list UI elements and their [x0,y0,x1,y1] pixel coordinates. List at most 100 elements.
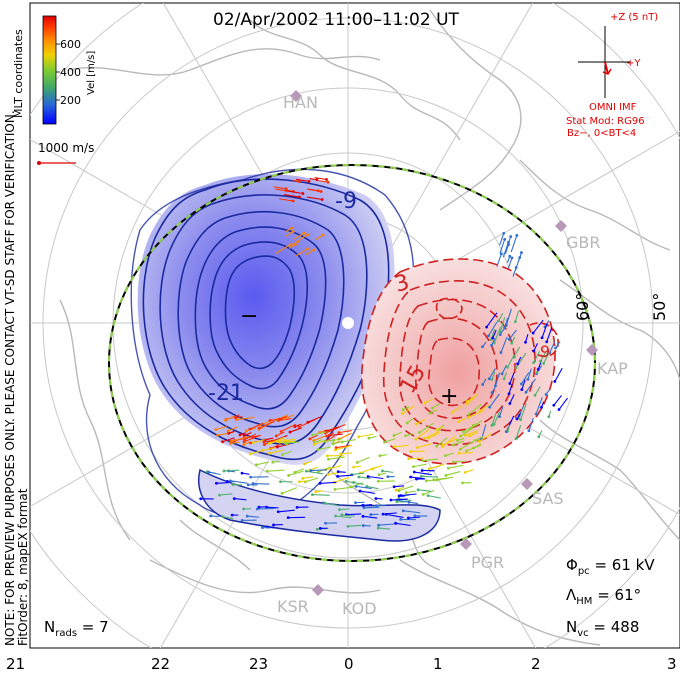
velocity-vector [466,394,478,402]
velocity-vector [468,403,482,415]
velocity-vector [314,440,324,445]
velocity-vector [231,436,249,442]
hm-boundary [108,164,596,562]
velocity-vector [509,394,515,404]
velocity-vector [429,463,445,470]
velocity-vector [342,439,356,443]
velocity-vector [334,486,352,490]
velocity-vector [222,516,234,520]
velocity-vector [501,364,507,375]
velocity-vector [499,323,508,335]
velocity-vector [341,514,355,517]
velocity-vector [508,383,513,394]
velocity-vector [325,426,340,432]
stat-n-vc: Nvc = 488 [566,618,639,639]
velocity-vector-origin [361,514,365,518]
velocity-vector [408,501,418,505]
velocity-vector [235,415,243,419]
radar-label-kod: KOD [342,599,377,618]
velocity-vector [491,412,497,426]
velocity-vector [378,527,391,530]
velocity-vector [346,513,362,516]
velocity-vector [309,434,318,440]
velocity-vector [306,196,323,201]
velocity-vector [460,440,474,450]
coordinate-system-label: MLT coordinates [12,29,25,118]
velocity-vector [294,468,305,473]
velocity-vector [395,486,405,491]
velocity-vector [492,329,497,339]
velocity-colorbar: 600 400 200 Vel [m/s] MLT coordinates [12,15,97,125]
velocity-vector [285,438,296,442]
reference-vector: 1000 m/s [37,141,94,165]
velocity-vector [329,433,343,436]
velocity-vector [338,471,346,473]
velocity-vector [517,356,522,365]
velocity-vector [479,433,492,442]
velocity-vector [442,438,458,446]
velocity-vector [494,372,501,386]
radar-site-han [290,90,302,102]
velocity-vector [313,435,327,442]
velocity-vector [294,423,302,428]
velocity-vector [428,432,440,439]
velocity-vector [292,179,300,183]
velocity-vector [279,415,288,420]
svg-text:−: − [240,304,258,329]
statistics-panel: Φpc = 61 kV ΛHM = 61° Nvc = 488 Nrads = … [44,556,655,639]
mlt-tick-2: 2 [531,655,541,673]
velocity-vector [285,227,293,233]
velocity-vector [299,480,308,483]
velocity-vector [362,515,378,519]
velocity-vector [514,310,520,322]
velocity-vector [466,397,475,405]
velocity-vector [417,443,432,449]
reference-vector-label: 1000 m/s [38,141,94,155]
velocity-vector [479,404,490,412]
velocity-vector [335,444,352,451]
velocity-vector [310,469,327,472]
stat-model: Stat Mod: RG96 [566,116,645,127]
velocity-vector [496,253,502,267]
velocity-vector [368,435,377,439]
velocity-vector [520,372,530,385]
velocity-vector [243,432,252,437]
velocity-vector [285,441,300,444]
velocity-vector [491,386,496,393]
velocity-vector [267,469,285,472]
velocity-vector [278,509,295,513]
velocity-vector [333,438,343,441]
velocity-vector [325,464,342,471]
velocity-vector [465,469,474,473]
velocity-vector [347,524,362,527]
velocity-vector [442,435,456,448]
velocity-vector [463,423,479,432]
velocity-vector [360,466,377,474]
velocity-vector [276,431,285,437]
velocity-vector [356,456,370,464]
velocity-vector [264,437,274,441]
velocity-vector [253,439,265,444]
velocity-vector [422,458,439,462]
velocity-vector [383,512,397,515]
velocity-vector [314,439,323,443]
velocity-vector-origin [291,199,295,203]
velocity-vector [378,472,387,476]
velocity-vector [376,504,386,507]
velocity-vector [400,493,417,497]
contour-label-neg-21: -21 [208,381,244,406]
velocity-vector [224,469,240,472]
velocity-vector [305,249,315,256]
velocity-vector [491,338,496,346]
page-title: 02/Apr/2002 11:00–11:02 UT [213,10,459,30]
potential-minimum-marker: − [240,304,258,329]
velocity-vector [284,414,295,420]
radar-site-sas [521,478,533,490]
velocity-vector [424,430,440,439]
velocity-vector [403,510,421,514]
velocity-vector [325,435,335,442]
velocity-vector [314,234,324,241]
velocity-vector [541,401,545,408]
velocity-vector [394,444,409,448]
velocity-vector [281,487,298,494]
